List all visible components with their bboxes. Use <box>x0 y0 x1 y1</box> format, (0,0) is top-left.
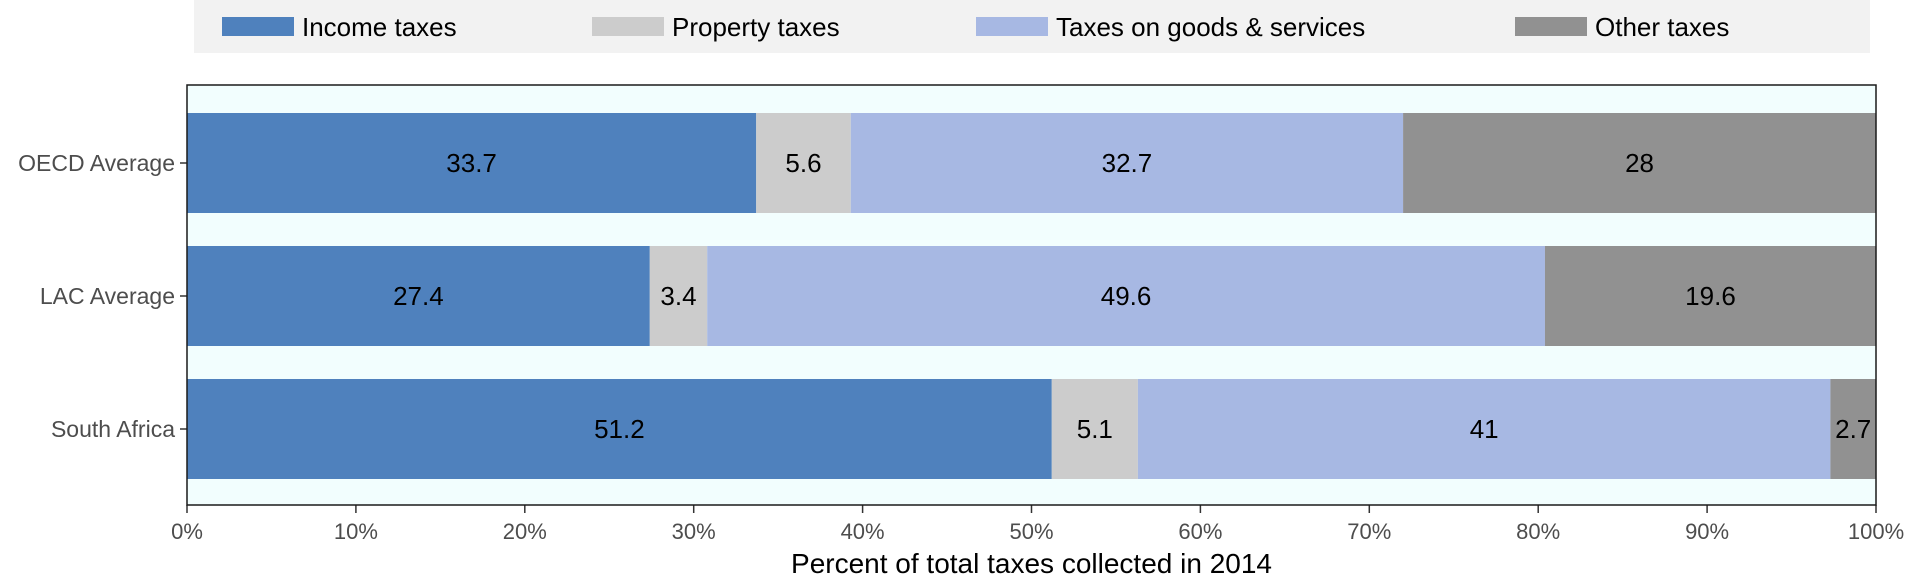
x-tick-label: 0% <box>171 519 203 544</box>
bar-value-label: 5.6 <box>785 148 821 178</box>
legend-entry-label: Income taxes <box>302 12 457 42</box>
x-tick-label: 100% <box>1848 519 1904 544</box>
bar-segment <box>1544 246 1876 346</box>
bar-value-label: 32.7 <box>1102 148 1153 178</box>
bars <box>187 113 1876 479</box>
panel-border <box>186 84 1877 506</box>
bar-labels: 33.7 5.6 32.7 28 27.4 3.4 49.6 19.6 51.2 5.1 41 2.7 <box>393 148 1871 444</box>
legend-entry-label: Taxes on goods & services <box>1056 12 1365 42</box>
legend-key <box>1515 17 1587 36</box>
x-tick-label: 60% <box>1178 519 1222 544</box>
bar-value-label: 33.7 <box>446 148 497 178</box>
x-tick-label: 80% <box>1516 519 1560 544</box>
bar-value-label: 3.4 <box>660 281 696 311</box>
x-axis-title: Percent of total taxes collected in 2014 <box>791 548 1272 576</box>
bar-value-label: 49.6 <box>1101 281 1152 311</box>
bar-value-label: 51.2 <box>594 414 645 444</box>
y-tick-label: OECD Average <box>18 150 175 176</box>
legend-entry-label: Property taxes <box>672 12 840 42</box>
bar-value-label: 27.4 <box>393 281 444 311</box>
x-tick-label: 20% <box>503 519 547 544</box>
bar-segment <box>756 113 851 213</box>
x-tick-label: 40% <box>841 519 885 544</box>
legend-entry-label: Other taxes <box>1595 12 1729 42</box>
x-tick-label: 50% <box>1009 519 1053 544</box>
x-tick-label: 90% <box>1685 519 1729 544</box>
bar-segment <box>707 246 1545 346</box>
bar-segment <box>187 379 1052 479</box>
bar-segment <box>1403 113 1876 213</box>
x-tick-label: 30% <box>672 519 716 544</box>
bar-segment <box>187 246 650 346</box>
legend: Income taxes Property taxes Taxes on goods… <box>194 0 1870 53</box>
x-axis: 0% 10% 20% 30% 40% 50% 60% 70% 80% 90% 100% <box>171 505 1904 544</box>
y-tick-label: South Africa <box>51 416 175 442</box>
bar-segment <box>1830 379 1876 479</box>
bar-value-label: 41 <box>1470 414 1499 444</box>
legend-key <box>592 17 664 36</box>
bar-value-label: 5.1 <box>1077 414 1113 444</box>
bar-value-label: 2.7 <box>1835 414 1871 444</box>
bar-value-label: 19.6 <box>1685 281 1736 311</box>
x-tick-label: 10% <box>334 519 378 544</box>
y-axis: OECD Average LAC Average South Africa <box>18 150 187 442</box>
bar-segment <box>850 113 1404 213</box>
bar-segment <box>649 246 708 346</box>
bar-segment <box>1137 379 1831 479</box>
bar-value-label: 28 <box>1625 148 1654 178</box>
bar-segment <box>187 113 757 213</box>
y-tick-label: LAC Average <box>40 283 175 309</box>
x-tick-label: 70% <box>1347 519 1391 544</box>
legend-key <box>976 17 1048 36</box>
legend-key <box>222 17 294 36</box>
bar-segment <box>1051 379 1138 479</box>
